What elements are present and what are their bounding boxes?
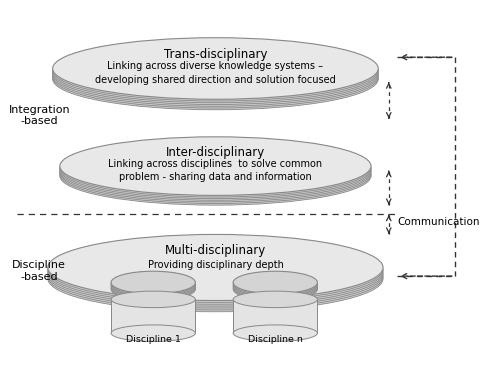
- Ellipse shape: [111, 278, 196, 301]
- Ellipse shape: [111, 271, 196, 294]
- Ellipse shape: [233, 274, 318, 296]
- Text: Communication: Communication: [398, 217, 480, 227]
- Text: Discipline n: Discipline n: [248, 335, 302, 344]
- Ellipse shape: [233, 277, 318, 299]
- Ellipse shape: [233, 325, 318, 341]
- Ellipse shape: [48, 244, 383, 310]
- Ellipse shape: [52, 46, 378, 108]
- Ellipse shape: [111, 275, 196, 298]
- Ellipse shape: [52, 38, 378, 99]
- Ellipse shape: [60, 145, 371, 203]
- Text: Multi-disciplinary: Multi-disciplinary: [165, 244, 266, 257]
- Ellipse shape: [233, 275, 318, 298]
- Bar: [111, 299, 196, 333]
- Ellipse shape: [233, 272, 318, 295]
- Text: Linking across disciplines  to solve common
problem - sharing data and informati: Linking across disciplines to solve comm…: [108, 159, 322, 182]
- Ellipse shape: [48, 242, 383, 308]
- Ellipse shape: [52, 48, 378, 110]
- Ellipse shape: [60, 142, 371, 200]
- Ellipse shape: [111, 272, 196, 295]
- Ellipse shape: [52, 40, 378, 101]
- Ellipse shape: [111, 277, 196, 299]
- Text: Discipline
-based: Discipline -based: [12, 261, 66, 282]
- Ellipse shape: [233, 271, 318, 294]
- Ellipse shape: [233, 291, 318, 307]
- Ellipse shape: [48, 246, 383, 312]
- Ellipse shape: [233, 278, 318, 301]
- Ellipse shape: [60, 147, 371, 205]
- Ellipse shape: [60, 140, 371, 199]
- Ellipse shape: [60, 137, 371, 195]
- Ellipse shape: [52, 43, 378, 104]
- Ellipse shape: [48, 240, 383, 306]
- Ellipse shape: [60, 143, 371, 202]
- Ellipse shape: [60, 138, 371, 197]
- Ellipse shape: [48, 238, 383, 304]
- Ellipse shape: [48, 234, 383, 301]
- Ellipse shape: [48, 236, 383, 303]
- Ellipse shape: [52, 45, 378, 106]
- Ellipse shape: [111, 274, 196, 296]
- Text: Inter-disciplinary: Inter-disciplinary: [166, 146, 265, 159]
- Bar: [233, 299, 318, 333]
- Text: Linking across diverse knowledge systems –
developing shared direction and solut: Linking across diverse knowledge systems…: [95, 61, 336, 85]
- Text: Providing disciplinary depth: Providing disciplinary depth: [148, 260, 284, 270]
- Ellipse shape: [52, 41, 378, 103]
- Ellipse shape: [111, 291, 196, 307]
- Text: Trans-disciplinary: Trans-disciplinary: [164, 48, 267, 61]
- Text: Discipline 1: Discipline 1: [126, 335, 180, 344]
- Text: Integration
-based: Integration -based: [8, 105, 70, 126]
- Ellipse shape: [111, 325, 196, 341]
